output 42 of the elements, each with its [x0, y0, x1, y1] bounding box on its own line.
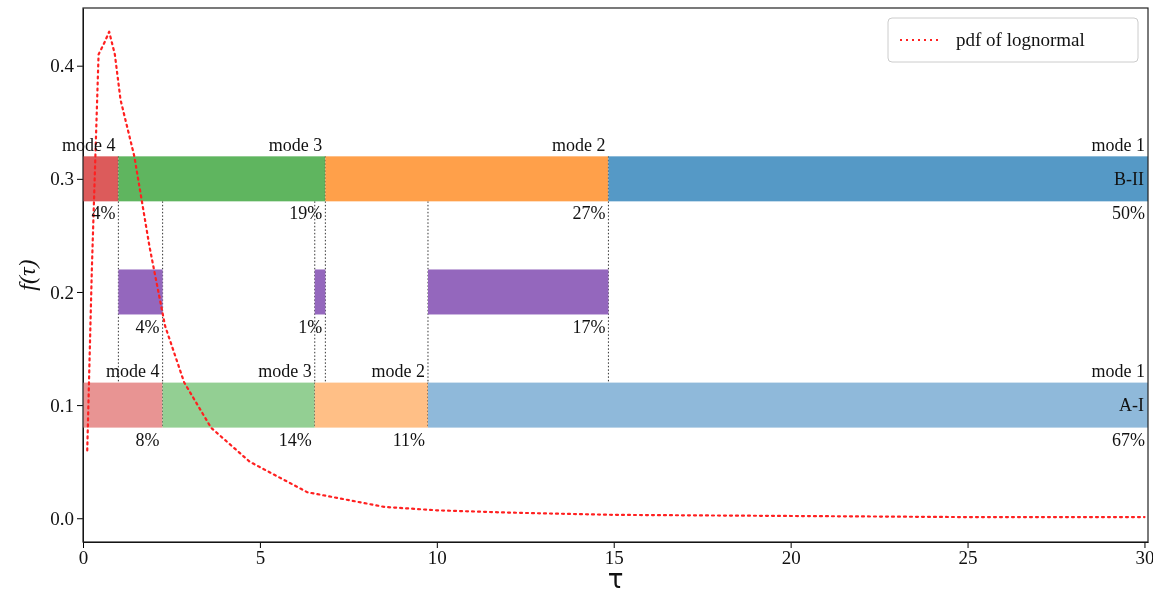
y-tick-label: 0.2	[50, 281, 74, 303]
bar	[608, 156, 1148, 202]
bar	[162, 382, 315, 428]
bar	[118, 269, 163, 315]
y-tick-label: 0.3	[50, 168, 74, 190]
x-tick-label: 0	[78, 547, 89, 569]
y-axis-title: f(τ)	[14, 259, 40, 291]
x-tick-label: 10	[427, 547, 447, 569]
bar	[314, 269, 326, 315]
annotation: mode 1	[1091, 135, 1145, 156]
annotation: mode 3	[268, 135, 323, 156]
annotation: 67%	[1112, 429, 1145, 450]
annotation: mode 3	[258, 361, 312, 382]
x-tick-label: 20	[781, 547, 801, 569]
annotation: 17%	[572, 316, 606, 337]
bar	[325, 156, 609, 202]
bar	[118, 156, 326, 202]
bar	[314, 382, 428, 428]
annotation: 50%	[1112, 203, 1145, 224]
bar	[427, 382, 1148, 428]
annotation: mode 2	[371, 361, 425, 382]
annotation: 1%	[298, 316, 323, 337]
series-label: B-II	[1114, 168, 1144, 189]
legend-label: pdf of lognormal	[956, 29, 1085, 50]
annotation: 4%	[91, 203, 116, 224]
x-tick-label: 25	[958, 547, 978, 569]
annotation: 8%	[135, 429, 160, 450]
y-tick-label: 0.4	[50, 55, 75, 77]
y-tick-label: 0.0	[50, 507, 74, 529]
annotation: 14%	[278, 429, 312, 450]
x-tick-label: 30	[1135, 547, 1153, 569]
annotation: 11%	[392, 429, 425, 450]
bar	[427, 269, 609, 315]
annotation: 27%	[572, 203, 606, 224]
series-label: A-I	[1119, 395, 1144, 416]
annotation: 19%	[289, 203, 323, 224]
annotation: mode 4	[106, 361, 160, 382]
y-tick-label: 0.1	[50, 394, 74, 416]
annotation: mode 2	[551, 135, 606, 156]
annotation: 4%	[135, 316, 160, 337]
x-tick-label: 5	[255, 547, 266, 569]
annotation: mode 1	[1091, 361, 1145, 382]
